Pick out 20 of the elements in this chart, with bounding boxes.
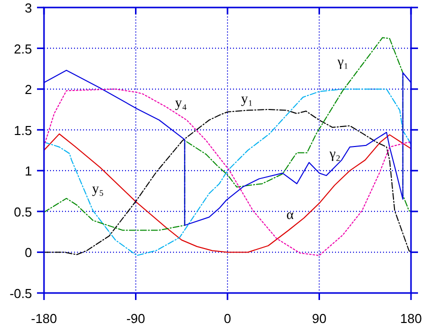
- y-tick-label: 1: [24, 164, 32, 179]
- y-tick-label: 1.5: [14, 122, 32, 138]
- series-label: y₁: [241, 92, 253, 108]
- x-tick-label: 180: [400, 311, 422, 326]
- x-tick-label: 90: [312, 311, 326, 326]
- series-label: y₄: [175, 96, 188, 112]
- x-tick-label: 0: [224, 311, 232, 326]
- y-tick-label: 2: [24, 82, 32, 98]
- series-label: y₅: [92, 182, 104, 198]
- line-series: [44, 133, 412, 253]
- series-label: γ₂: [328, 147, 341, 162]
- y-tick-label: 0.5: [14, 204, 32, 220]
- x-tick-label: -90: [126, 311, 146, 326]
- y-tick-label: 3: [24, 0, 32, 16]
- y-tick-label: 2.5: [14, 41, 32, 56]
- y-tick-label: 0: [24, 245, 32, 260]
- series-label: α: [286, 208, 294, 224]
- series-label: γ₁: [336, 55, 349, 70]
- y-tick-label: -0.5: [10, 286, 32, 301]
- x-tick-label: -180: [30, 311, 58, 326]
